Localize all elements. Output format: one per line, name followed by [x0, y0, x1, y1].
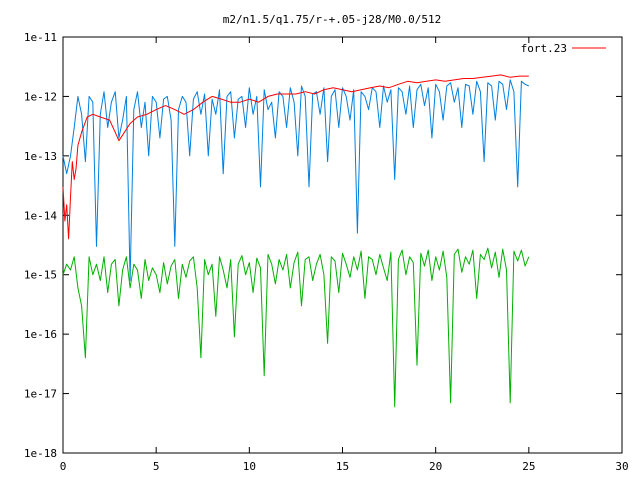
series-line-green — [62, 247, 530, 408]
x-tick-label: 20 — [429, 460, 442, 473]
plot-frame — [62, 36, 623, 454]
y-tick-label: 1e-16 — [24, 328, 57, 341]
x-tick-label: 0 — [60, 460, 67, 473]
legend: fort.23 — [521, 42, 606, 55]
y-tick-label: 1e-12 — [24, 90, 57, 103]
series-layer — [62, 74, 530, 408]
x-tick-label: 25 — [522, 460, 535, 473]
axis-ticks: 0 5 10 15 20 25 30 1e-18 1e-17 1e-16 1e-15 1e-14 1e-… — [24, 31, 629, 473]
series-line-blue — [62, 79, 530, 281]
x-tick-label: 5 — [153, 460, 160, 473]
chart-title: m2/n1.5/q1.75/r-+.05-j28/M0.0/512 — [223, 13, 442, 26]
x-tick-label: 15 — [336, 460, 349, 473]
y-tick-label: 1e-17 — [24, 388, 57, 401]
y-tick-label: 1e-18 — [24, 447, 57, 460]
y-tick-label: 1e-15 — [24, 269, 57, 282]
x-tick-label: 10 — [243, 460, 256, 473]
y-tick-label: 1e-14 — [24, 209, 57, 222]
y-tick-label: 1e-13 — [24, 150, 57, 163]
series-line-fort23 — [62, 74, 529, 240]
y-tick-label: 1e-11 — [24, 31, 57, 44]
legend-label-fort23: fort.23 — [521, 42, 567, 55]
x-tick-label: 30 — [615, 460, 628, 473]
